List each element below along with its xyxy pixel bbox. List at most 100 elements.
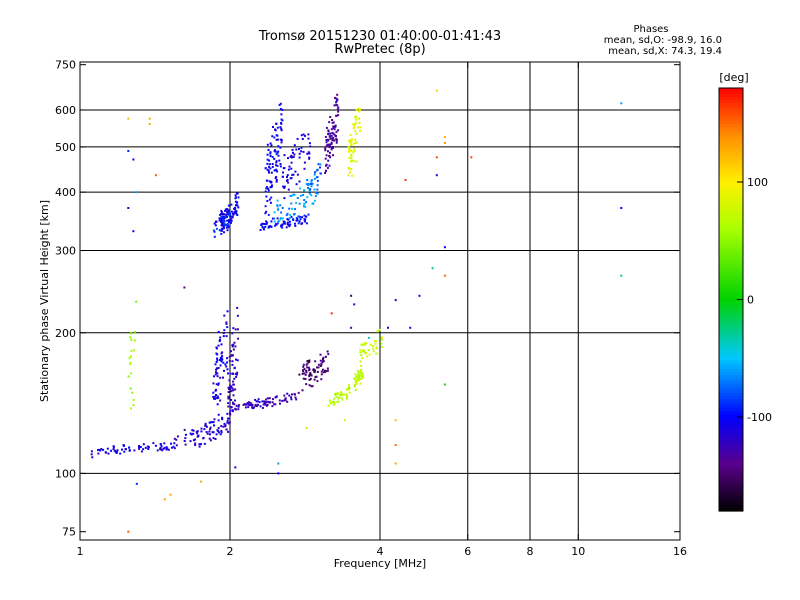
data-point (228, 355, 231, 358)
data-point (336, 108, 339, 111)
data-point (261, 225, 264, 228)
data-point (308, 360, 311, 363)
data-point (264, 190, 267, 193)
colorbar-segment (719, 492, 743, 497)
data-point (229, 406, 232, 409)
data-point (102, 448, 105, 451)
data-point (326, 144, 329, 147)
data-point (313, 370, 316, 373)
data-point (355, 160, 358, 163)
data-point (355, 118, 358, 121)
data-point (224, 209, 226, 212)
colorbar-segment (719, 462, 743, 467)
data-point (295, 148, 298, 151)
data-point (375, 346, 378, 349)
data-point (276, 222, 279, 225)
data-point (227, 391, 230, 393)
data-point (142, 443, 145, 446)
data-point (306, 152, 309, 155)
data-point (306, 196, 309, 198)
data-point (236, 214, 239, 216)
data-point (294, 393, 296, 396)
data-point (345, 388, 348, 391)
data-point (271, 165, 274, 168)
data-point (324, 369, 326, 372)
data-point (265, 179, 268, 182)
data-point (333, 139, 335, 142)
data-point (275, 161, 278, 164)
colorbar-segment (719, 402, 743, 406)
data-point (248, 403, 251, 406)
colorbar-segment (719, 435, 743, 440)
colorbar-segment (719, 94, 743, 98)
data-point (234, 345, 237, 348)
data-point (358, 117, 361, 120)
colorbar-segment (719, 305, 743, 310)
data-point (194, 442, 197, 445)
data-point (266, 162, 269, 165)
data-point (130, 407, 132, 410)
data-point (262, 227, 265, 230)
data-point (216, 357, 219, 360)
data-point (271, 135, 274, 138)
data-point (169, 493, 172, 496)
colorbar-segment (719, 368, 743, 373)
data-point (310, 179, 313, 181)
chart-title: Tromsø 20151230 01:40:00-01:41:43 (258, 29, 501, 44)
data-point (225, 365, 228, 368)
data-point (283, 222, 286, 225)
data-point (353, 303, 356, 306)
data-point (130, 338, 133, 341)
data-point (366, 355, 369, 358)
data-point (299, 218, 302, 221)
data-point (257, 403, 259, 406)
colorbar-segment (719, 202, 743, 207)
data-point (327, 353, 330, 356)
data-point (226, 421, 229, 424)
data-point (313, 177, 316, 180)
data-point (350, 144, 353, 147)
data-point (175, 444, 178, 447)
data-point (233, 366, 236, 369)
x-tick-label: 4 (377, 545, 384, 558)
data-point (352, 127, 355, 130)
colorbar-segment (719, 378, 743, 382)
data-point (376, 330, 379, 333)
data-point (209, 426, 212, 429)
data-point (270, 220, 273, 223)
data-point (280, 113, 283, 116)
data-point (213, 222, 216, 225)
data-point (443, 274, 446, 277)
data-point (107, 452, 110, 455)
data-point (281, 399, 284, 402)
data-point (213, 397, 215, 400)
data-point (354, 373, 357, 376)
data-point (305, 215, 308, 218)
data-point (208, 421, 211, 424)
data-point (308, 192, 311, 195)
data-point (335, 103, 338, 106)
data-point (255, 400, 258, 403)
data-point (119, 452, 122, 455)
data-point (278, 399, 281, 402)
data-point (232, 327, 235, 330)
data-point (418, 294, 421, 297)
data-point (266, 200, 269, 202)
colorbar-tick-label: -100 (747, 411, 772, 424)
data-point (281, 119, 284, 122)
data-point (211, 421, 214, 424)
data-point (292, 151, 294, 154)
data-point (259, 405, 262, 408)
data-point (130, 349, 133, 352)
data-point (362, 343, 365, 346)
data-point (229, 413, 232, 415)
data-point (305, 427, 308, 430)
data-point (335, 130, 338, 133)
data-point (220, 213, 223, 216)
data-point (132, 404, 135, 406)
data-point (275, 138, 278, 141)
data-point (316, 184, 319, 187)
data-point (277, 220, 280, 223)
colorbar-segment (719, 239, 743, 243)
data-point (200, 480, 203, 483)
